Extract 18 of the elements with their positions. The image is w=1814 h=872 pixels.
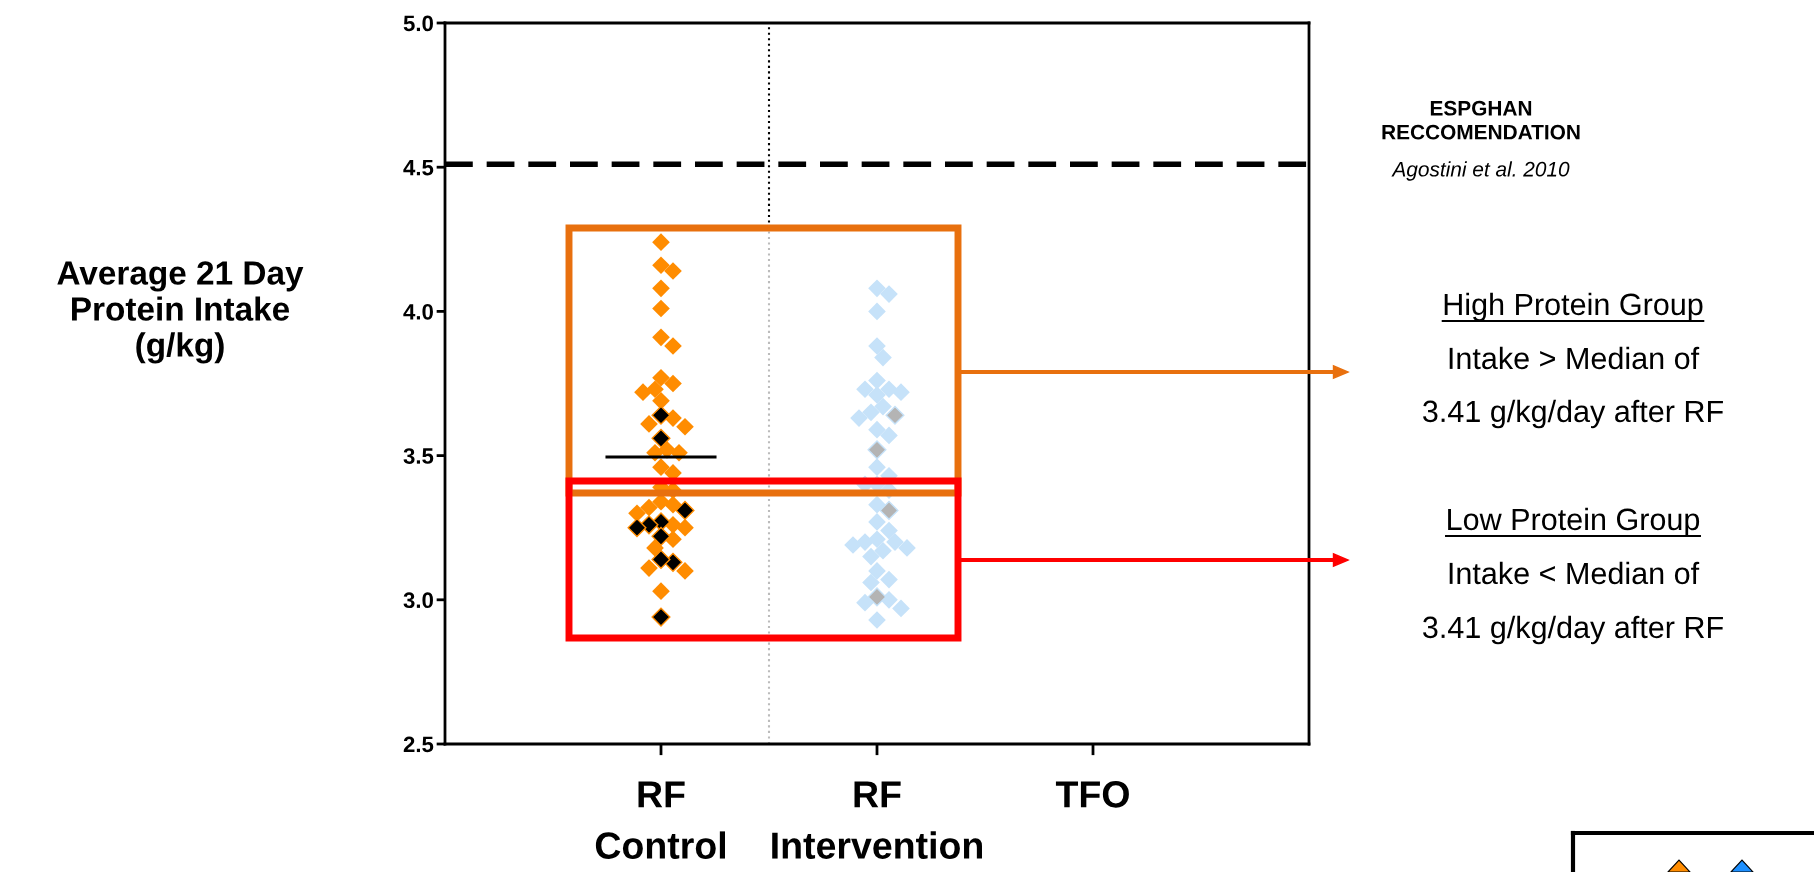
y-tick-label: 3.5 bbox=[403, 448, 434, 464]
y-tick-label: 2.5 bbox=[403, 736, 434, 753]
y-axis-title: Average 21 Day Protein Intake (g/kg) bbox=[57, 261, 304, 364]
x-tick-label: RF Control bbox=[595, 781, 725, 859]
text: Intake < Median of bbox=[1449, 561, 1700, 585]
text: Agostini et al. 2010 bbox=[1391, 161, 1570, 181]
x-tick-label: RF Intervention bbox=[772, 781, 982, 859]
y-tick-label: 4.0 bbox=[403, 303, 433, 320]
text: Intake > Median of bbox=[1449, 346, 1700, 370]
text: Low Protein Group bbox=[1448, 507, 1700, 537]
y-tick-label: 5.0 bbox=[403, 15, 433, 32]
text: 3.41 g/kg/day after RF bbox=[1423, 399, 1723, 429]
ref-line-label: ESPGHAN RECCOMENDATION bbox=[1382, 100, 1580, 140]
text: High Protein Group bbox=[1444, 292, 1703, 322]
x-tick-label: TFO bbox=[1055, 781, 1129, 808]
y-tick-label: 4.5 bbox=[403, 159, 434, 176]
text: 3.41 g/kg/day after RF bbox=[1423, 615, 1723, 645]
y-tick-label: 3.0 bbox=[403, 592, 433, 609]
